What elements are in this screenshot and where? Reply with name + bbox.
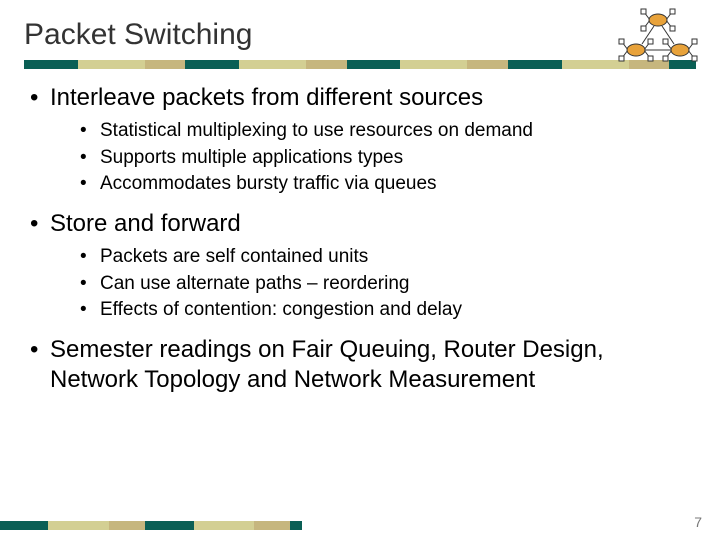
stripe-segment: [145, 521, 193, 530]
stripe-segment: [239, 60, 273, 69]
stripe-segment: [224, 521, 254, 530]
bullet-level-2: Can use alternate paths – reordering: [50, 272, 696, 297]
stripe-segment: [273, 60, 307, 69]
stripe-segment: [290, 521, 302, 530]
stripe-segment: [111, 60, 145, 69]
stripe-segment: [24, 60, 78, 69]
sub-bullet-list: Packets are self contained unitsCan use …: [50, 245, 696, 323]
network-diagram-icon: [614, 8, 702, 68]
content-area: Interleave packets from different source…: [24, 83, 696, 395]
bullet-text: Interleave packets from different source…: [50, 84, 483, 111]
stripe-segment: [254, 521, 290, 530]
bullet-level-2: Packets are self contained units: [50, 245, 696, 270]
footer-stripe: [0, 521, 302, 530]
bullet-level-2: Supports multiple applications types: [50, 146, 696, 171]
sub-bullet-list: Statistical multiplexing to use resource…: [50, 119, 696, 197]
bullet-level-2: Accommodates bursty traffic via queues: [50, 172, 696, 197]
bullet-text: Semester readings on Fair Queuing, Route…: [50, 336, 604, 393]
bullet-level-1: Store and forward Packets are self contai…: [28, 209, 696, 323]
stripe-segment: [467, 60, 507, 69]
stripe-segment: [48, 521, 78, 530]
bullet-level-1: Interleave packets from different source…: [28, 83, 696, 197]
stripe-segment: [78, 60, 112, 69]
title-stripe: [24, 60, 696, 69]
stripe-segment: [562, 60, 596, 69]
bullet-list: Interleave packets from different source…: [28, 83, 696, 395]
bullet-level-2: Statistical multiplexing to use resource…: [50, 119, 696, 144]
slide-title: Packet Switching: [24, 18, 696, 52]
stripe-segment: [109, 521, 145, 530]
stripe-segment: [347, 60, 401, 69]
slide: Packet Switching Interleave packets from…: [0, 0, 720, 540]
stripe-segment: [508, 60, 562, 69]
stripe-segment: [434, 60, 468, 69]
page-number: 7: [694, 514, 702, 530]
bullet-text: Store and forward: [50, 210, 241, 237]
stripe-segment: [0, 521, 48, 530]
bullet-level-2: Effects of contention: congestion and de…: [50, 298, 696, 323]
bullet-level-1: Semester readings on Fair Queuing, Route…: [28, 335, 696, 395]
stripe-segment: [79, 521, 109, 530]
stripe-segment: [194, 521, 224, 530]
stripe-segment: [400, 60, 434, 69]
stripe-segment: [185, 60, 239, 69]
stripe-segment: [145, 60, 185, 69]
stripe-segment: [306, 60, 346, 69]
